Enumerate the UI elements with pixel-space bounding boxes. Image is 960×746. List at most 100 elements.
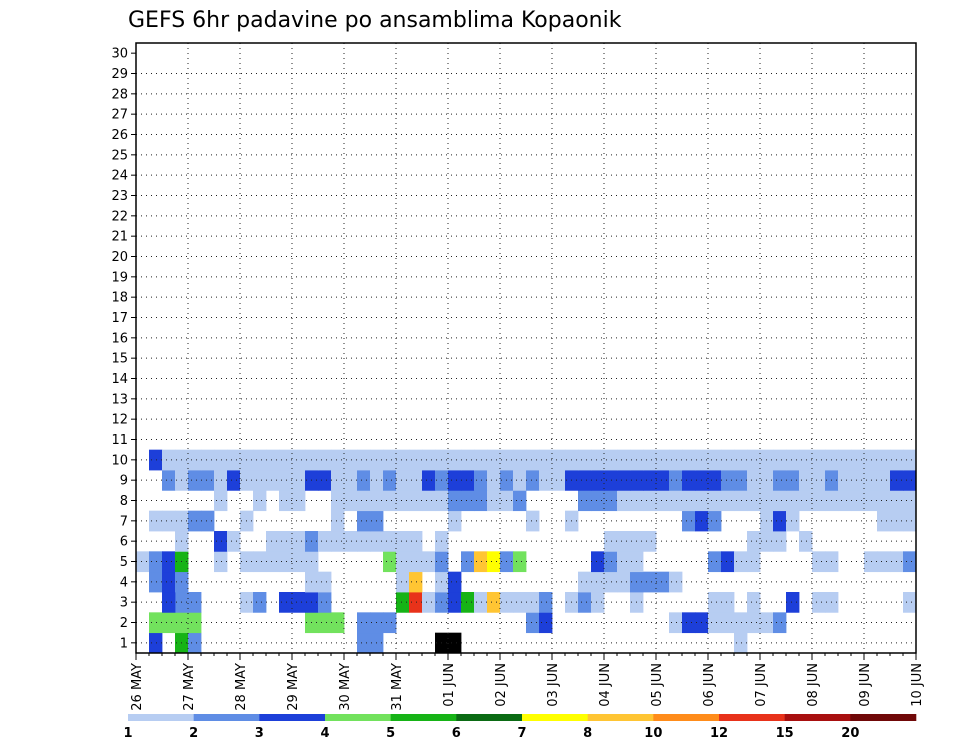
heatmap-cell: [812, 490, 826, 512]
heatmap-cell: [877, 449, 891, 471]
heatmap-cell: [669, 449, 683, 471]
heatmap-cell: [539, 470, 553, 491]
heatmap-cell: [799, 470, 813, 491]
legend-label: 10: [644, 726, 662, 741]
heatmap-cell: [838, 449, 852, 471]
heatmap-cell: [747, 592, 761, 613]
heatmap-cell: [708, 490, 722, 512]
color-legend: 1 2 3 4 5 6 7 8 10 12 15 20: [123, 714, 917, 741]
legend-label: 4: [320, 726, 329, 741]
heatmap-cell: [799, 490, 813, 512]
y-tick-label: 17: [111, 311, 128, 326]
legend-swatch: [390, 714, 457, 721]
heatmap-cell: [851, 449, 865, 471]
heatmap-cell: [422, 592, 436, 613]
heatmap-cell: [708, 449, 722, 471]
heatmap-cell: [227, 449, 241, 471]
heatmap-cell: [149, 632, 163, 654]
legend-swatch: [193, 714, 260, 721]
heatmap-cell: [448, 632, 462, 654]
heatmap-cell: [656, 470, 670, 491]
heatmap-cell: [773, 531, 787, 552]
heatmap-cell: [474, 449, 488, 471]
heatmap-cell: [812, 592, 826, 613]
y-tick-label: 7: [120, 514, 128, 529]
heatmap-cell: [357, 612, 371, 634]
heatmap-cell: [799, 449, 813, 471]
x-tick-label: 27 MAY: [182, 663, 197, 711]
y-tick-label: 28: [111, 87, 128, 102]
legend-swatch: [653, 714, 720, 721]
heatmap-cell: [591, 490, 605, 512]
heatmap-cell: [526, 449, 540, 471]
heatmap-cell: [786, 592, 800, 613]
heatmap-cell: [357, 632, 371, 654]
heatmap-cell: [578, 470, 592, 491]
heatmap-cell: [409, 531, 423, 552]
heatmap-cell: [318, 531, 332, 552]
heatmap-cell: [617, 551, 631, 573]
heatmap-cell: [188, 449, 202, 471]
heatmap-cell: [721, 449, 735, 471]
heatmap-cell: [409, 449, 423, 471]
heatmap-cell: [864, 449, 878, 471]
heatmap-cell: [357, 531, 371, 552]
heatmap-cell: [617, 531, 631, 552]
heatmap-cell: [188, 592, 202, 613]
heatmap-cell: [656, 571, 670, 593]
legend-swatch: [325, 714, 391, 721]
heatmap-cell: [253, 490, 267, 512]
heatmap-cell: [539, 612, 553, 634]
heatmap-cell: [903, 551, 917, 573]
legend-label: 7: [517, 726, 526, 741]
x-tick-label: 09 JUN: [858, 663, 873, 707]
heatmap-cell: [318, 449, 332, 471]
heatmap-cell: [617, 470, 631, 491]
heatmap-cell: [201, 470, 215, 491]
heatmap-cell: [656, 490, 670, 512]
heatmap-cell: [461, 470, 475, 491]
heatmap-cell: [539, 592, 553, 613]
heatmap-cell: [773, 449, 787, 471]
legend-label: 5: [386, 726, 395, 741]
heatmap-cell: [292, 490, 306, 512]
heatmap-cell: [578, 571, 592, 593]
heatmap-cell: [162, 449, 176, 471]
heatmap-cell: [214, 449, 228, 471]
heatmap-cell: [656, 449, 670, 471]
heatmap-cell: [864, 551, 878, 573]
legend-swatch: [259, 714, 326, 721]
y-tick-label: 8: [120, 494, 128, 509]
heatmap-cell: [643, 470, 657, 491]
y-tick-label: 30: [111, 47, 128, 62]
heatmap-cell: [318, 612, 332, 634]
heatmap-cell: [734, 551, 748, 573]
y-tick-label: 24: [111, 169, 128, 184]
heatmap-cell: [669, 612, 683, 634]
chart-title: GEFS 6hr padavine po ansamblima Kopaonik: [128, 8, 622, 33]
heatmap-cell: [409, 490, 423, 512]
heatmap-cell: [734, 490, 748, 512]
heatmap-cell: [838, 470, 852, 491]
heatmap-cell: [526, 612, 540, 634]
heatmap-cell: [474, 490, 488, 512]
y-tick-label: 21: [111, 230, 128, 245]
heatmap-cell: [279, 449, 293, 471]
heatmap-cell: [292, 449, 306, 471]
heatmap-cell: [188, 612, 202, 634]
heatmap-cell: [708, 510, 722, 532]
y-tick-label: 25: [111, 148, 128, 163]
y-tick-label: 15: [111, 352, 128, 367]
heatmap-cell: [279, 470, 293, 491]
heatmap-cell: [851, 470, 865, 491]
heatmap-cell: [474, 470, 488, 491]
y-tick-label: 5: [120, 555, 128, 570]
heatmap-cell: [552, 470, 566, 491]
heatmap-cell: [773, 612, 787, 634]
heatmap-cell: [383, 551, 397, 573]
legend-swatch: [128, 714, 194, 721]
heatmap-cell: [292, 531, 306, 552]
heatmap-cell: [396, 470, 410, 491]
heatmap-cell: [396, 490, 410, 512]
